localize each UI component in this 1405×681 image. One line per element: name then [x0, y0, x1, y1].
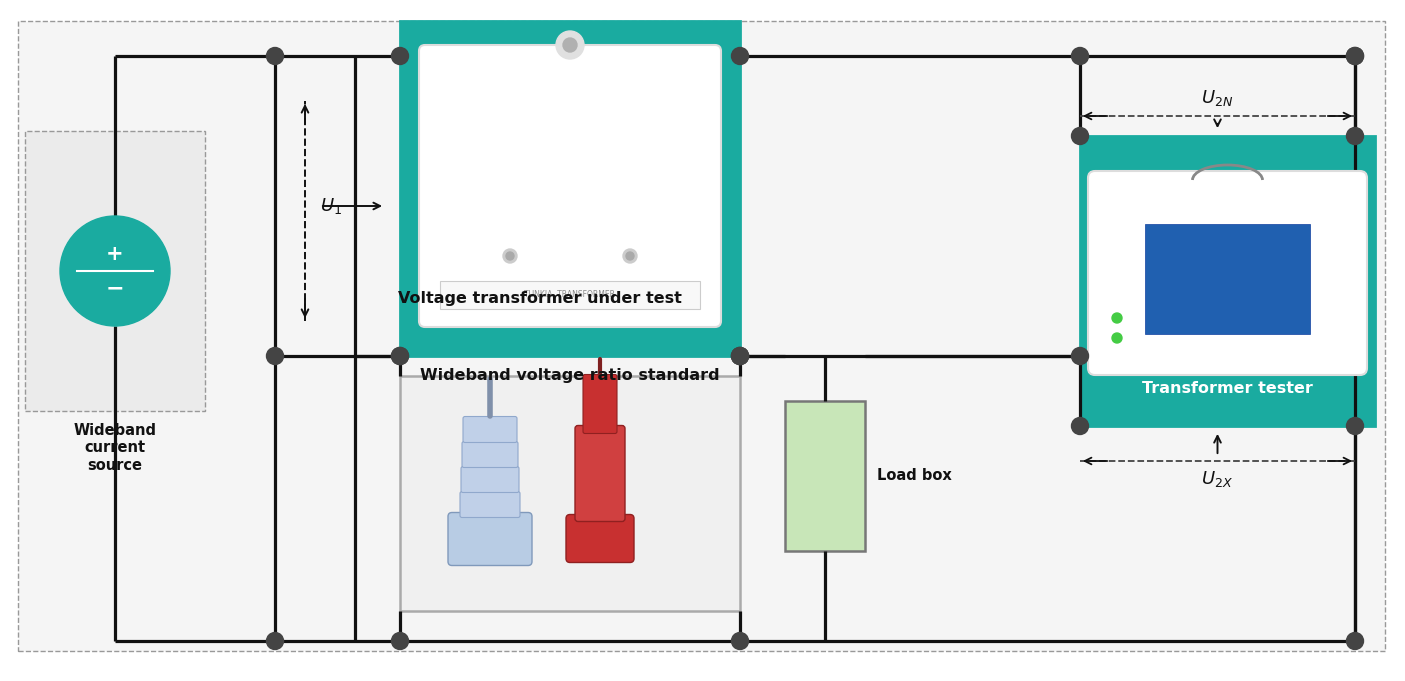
Circle shape	[732, 633, 749, 650]
FancyBboxPatch shape	[1087, 171, 1367, 375]
Circle shape	[267, 48, 284, 65]
FancyBboxPatch shape	[462, 441, 518, 467]
FancyBboxPatch shape	[400, 21, 740, 356]
FancyBboxPatch shape	[461, 466, 518, 492]
Circle shape	[1072, 48, 1089, 65]
Circle shape	[392, 347, 409, 364]
Circle shape	[732, 347, 749, 364]
Circle shape	[1346, 633, 1363, 650]
Text: $\it{U}_{2X}$: $\it{U}_{2X}$	[1201, 469, 1234, 489]
Circle shape	[1111, 313, 1123, 323]
Circle shape	[392, 347, 409, 364]
Text: $\it{U}_1$: $\it{U}_1$	[320, 196, 341, 216]
Circle shape	[1346, 48, 1363, 65]
FancyBboxPatch shape	[785, 401, 865, 551]
Text: −: −	[105, 278, 124, 298]
Circle shape	[556, 31, 584, 59]
Text: Wideband
current
source: Wideband current source	[73, 423, 156, 473]
Circle shape	[732, 347, 749, 364]
Text: $\it{U}_{2N}$: $\it{U}_{2N}$	[1201, 88, 1234, 108]
FancyBboxPatch shape	[18, 21, 1385, 651]
FancyBboxPatch shape	[448, 513, 532, 565]
FancyBboxPatch shape	[440, 281, 700, 309]
FancyBboxPatch shape	[400, 376, 740, 611]
Circle shape	[267, 347, 284, 364]
FancyBboxPatch shape	[583, 375, 617, 434]
FancyBboxPatch shape	[419, 45, 721, 327]
Circle shape	[1346, 127, 1363, 144]
Circle shape	[392, 633, 409, 650]
FancyBboxPatch shape	[1080, 136, 1375, 426]
Circle shape	[503, 249, 517, 263]
Text: Load box: Load box	[877, 469, 951, 484]
Text: TUNKIA  TRANSFORMER: TUNKIA TRANSFORMER	[524, 291, 615, 300]
FancyBboxPatch shape	[25, 131, 205, 411]
Circle shape	[267, 633, 284, 650]
Circle shape	[1111, 333, 1123, 343]
FancyBboxPatch shape	[1145, 223, 1309, 334]
Circle shape	[563, 38, 577, 52]
Circle shape	[506, 252, 514, 260]
FancyBboxPatch shape	[566, 515, 634, 563]
Circle shape	[1346, 417, 1363, 434]
Circle shape	[732, 347, 749, 364]
Text: +: +	[107, 244, 124, 264]
Text: Voltage transformer under test: Voltage transformer under test	[398, 291, 681, 306]
Circle shape	[1072, 347, 1089, 364]
Circle shape	[1072, 127, 1089, 144]
Text: Transformer tester: Transformer tester	[1142, 381, 1312, 396]
FancyBboxPatch shape	[459, 492, 520, 518]
Circle shape	[732, 48, 749, 65]
Circle shape	[1346, 48, 1363, 65]
Circle shape	[60, 216, 170, 326]
Text: Wideband voltage ratio standard: Wideband voltage ratio standard	[420, 368, 719, 383]
Circle shape	[392, 48, 409, 65]
Circle shape	[1072, 417, 1089, 434]
FancyBboxPatch shape	[575, 426, 625, 522]
FancyBboxPatch shape	[464, 417, 517, 443]
Circle shape	[627, 252, 634, 260]
Circle shape	[622, 249, 636, 263]
